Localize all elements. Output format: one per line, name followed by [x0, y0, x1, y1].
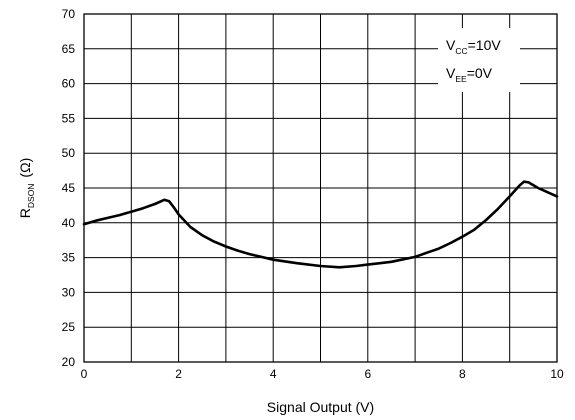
tick-labels: 0 2 4 6 8 10 20 25 30 35 40 45 50 55 60 65 70 [62, 7, 564, 381]
y-tick-label: 45 [62, 181, 76, 195]
y-tick-label: 35 [62, 251, 76, 265]
y-tick-label: 70 [62, 7, 76, 21]
y-tick-label: 25 [62, 320, 76, 334]
y-tick-label: 65 [62, 42, 76, 56]
x-tick-label: 6 [364, 367, 371, 381]
x-tick-label: 2 [175, 367, 182, 381]
y-tick-label: 60 [62, 77, 76, 91]
annotation-vcc: VCC=10V [446, 37, 501, 56]
x-tick-label: 0 [81, 367, 88, 381]
x-tick-label: 10 [550, 367, 564, 381]
y-tick-label: 40 [62, 216, 76, 230]
series-line [82, 180, 559, 269]
annotation-background [438, 28, 520, 92]
annotation-vee: VEE=0V [446, 65, 493, 84]
x-tick-label: 4 [270, 367, 277, 381]
annotation-box: VCC=10V VEE=0V [438, 28, 520, 92]
x-axis-label: Signal Output (V) [267, 399, 374, 415]
x-tick-label: 8 [459, 367, 466, 381]
plot-frame [83, 13, 558, 363]
y-tick-label: 30 [62, 285, 76, 299]
y-tick-label: 55 [62, 111, 76, 125]
y-axis-label: RDSON(Ω) [17, 158, 36, 218]
y-tick-label: 50 [62, 146, 76, 160]
y-tick-label: 20 [62, 355, 76, 369]
